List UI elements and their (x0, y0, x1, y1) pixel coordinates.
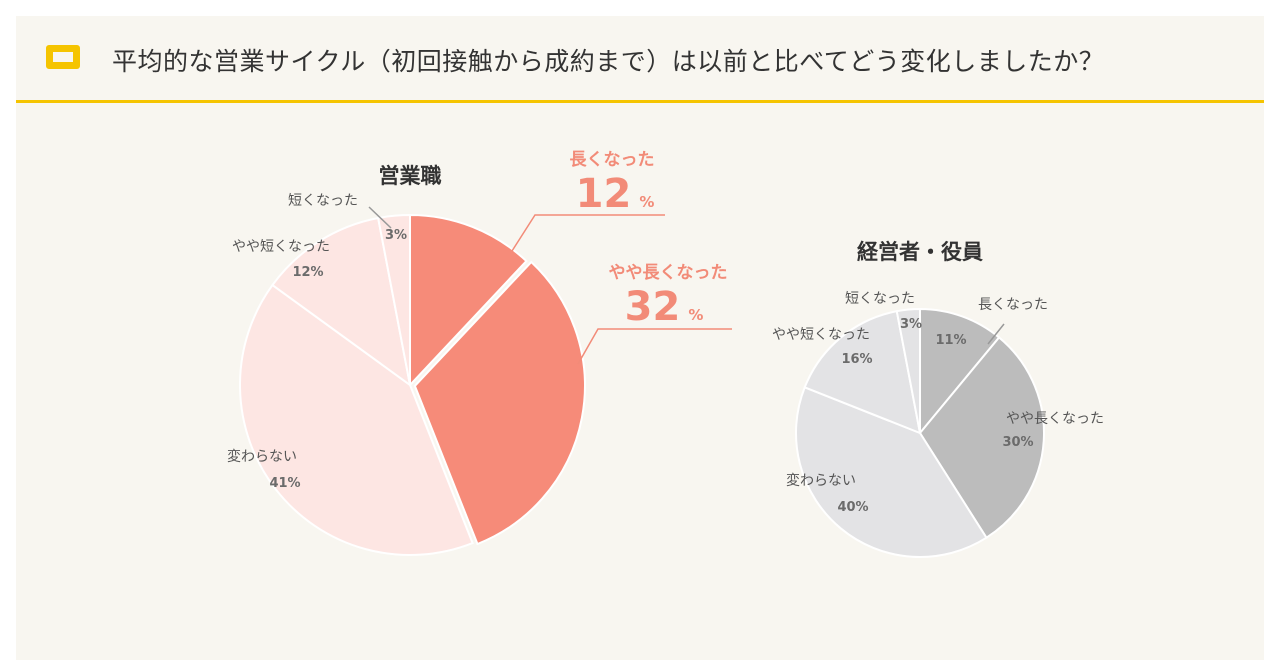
sales-slice-long (409, 213, 528, 388)
exec-slice-unchanged (795, 386, 988, 558)
exec-value-unchanged: 40% (837, 500, 868, 515)
book-icon (46, 45, 80, 69)
chart-card: 平均的な営業サイクル（初回接触から成約まで）は以前と比べてどう変化しましたか？ (16, 16, 1264, 660)
exec-leader-line-long (987, 323, 1005, 345)
question-header: 平均的な営業サイクル（初回接触から成約まで）は以前と比べてどう変化しましたか？ (16, 16, 1264, 103)
exec-pie (795, 307, 1045, 558)
exec-label-somewhat-short: やや短くなった (772, 327, 870, 343)
sales-leader-line-long (511, 214, 665, 252)
sales-leader-line-short (368, 206, 392, 229)
exec-value-somewhat-long: 30% (1002, 435, 1033, 450)
sales-value-unchanged: 41% (269, 476, 300, 491)
sales-chart-title: 営業職 (379, 164, 442, 188)
sales-label-long: 長くなった (570, 150, 655, 170)
sales-value-somewhat-long: 32% (625, 284, 704, 330)
sales-label-unchanged: 変わらない (227, 448, 297, 465)
sales-slice-unchanged (239, 283, 474, 556)
exec-label-short: 短くなった (845, 291, 915, 307)
sales-value-long-unit: % (639, 193, 654, 211)
sales-leader-line-somewhat-long (577, 328, 732, 365)
exec-slice-somewhat-long (918, 336, 1045, 540)
exec-label-long: 長くなった (978, 297, 1048, 313)
question-title: 平均的な営業サイクル（初回接触から成約まで）は以前と比べてどう変化しましたか？ (112, 47, 1105, 76)
sales-value-short: 3% (385, 228, 407, 243)
sales-pie (239, 213, 586, 556)
exec-value-somewhat-short: 16% (841, 352, 872, 367)
exec-chart-title: 経営者・役員 (857, 240, 983, 264)
exec-label-somewhat-long: やや長くなった (1006, 411, 1104, 427)
sales-value-long-number: 12 (576, 171, 632, 217)
sales-value-somewhat-long-unit: % (688, 306, 703, 324)
sales-value-somewhat-short: 12% (292, 265, 323, 280)
exec-slice-long (919, 307, 1001, 436)
sales-value-somewhat-long-number: 32 (625, 284, 681, 330)
sales-slice-short (376, 213, 411, 386)
sales-value-long: 12% (576, 171, 655, 217)
exec-slice-short (895, 307, 921, 434)
sales-label-short: 短くなった (288, 193, 358, 209)
sales-slice-somewhat-short (271, 216, 412, 388)
sales-label-somewhat-short: やや短くなった (232, 239, 330, 255)
exec-value-short: 3% (900, 317, 922, 332)
exec-label-unchanged: 変わらない (786, 472, 856, 489)
sales-slice-somewhat-long (413, 260, 586, 546)
sales-label-somewhat-long: やや長くなった (609, 263, 728, 283)
exec-slice-somewhat-short (803, 310, 922, 435)
exec-value-long: 11% (935, 333, 966, 348)
